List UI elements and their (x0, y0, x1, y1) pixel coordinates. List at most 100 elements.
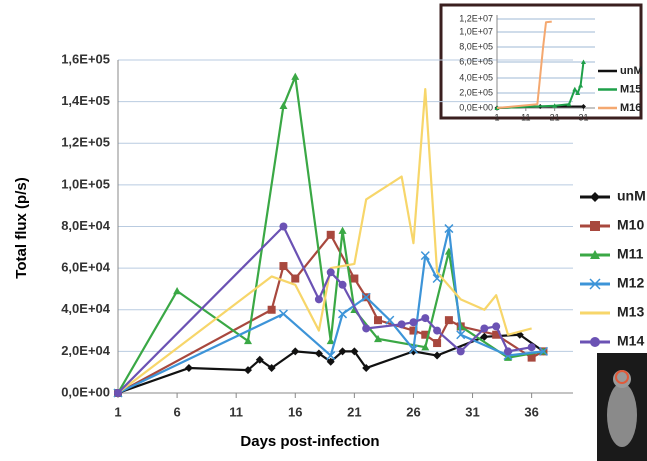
marker (589, 278, 601, 290)
inset-y-tick-label: 2,0E+05 (459, 87, 493, 97)
marker (580, 104, 586, 109)
marker (408, 344, 418, 354)
marker (444, 316, 453, 325)
marker (362, 364, 371, 373)
inset-y-tick-label: 1,2E+07 (459, 13, 493, 23)
y-tick-label: 0,0E+00 (61, 384, 110, 399)
marker (338, 347, 347, 356)
marker (291, 347, 300, 356)
x-tick-label: 21 (347, 404, 361, 419)
marker (456, 330, 466, 340)
marker (291, 72, 300, 80)
y-tick-label: 4,0E+04 (61, 301, 111, 316)
series-line (117, 233, 544, 394)
marker (492, 330, 501, 339)
y-tick-label: 1,0E+05 (61, 176, 110, 191)
marker (267, 305, 276, 314)
legend-label: M11 (617, 246, 644, 262)
marker (590, 250, 600, 259)
marker (374, 334, 382, 343)
marker (338, 280, 347, 289)
inset-x-tick-label: 1 (494, 112, 499, 122)
marker (578, 83, 584, 88)
x-tick-label: 16 (288, 404, 302, 419)
y-tick-label: 8,0E+04 (61, 218, 111, 233)
marker (480, 332, 489, 341)
series-line (117, 227, 544, 394)
inset-x-tick-label: 11 (521, 112, 530, 122)
marker (580, 59, 586, 64)
marker (326, 268, 335, 277)
mouse-body (607, 383, 637, 447)
marker (244, 336, 252, 345)
series-line (117, 88, 532, 394)
marker (492, 322, 501, 331)
marker (456, 347, 465, 356)
marker (538, 346, 548, 356)
marker (184, 364, 193, 373)
marker (480, 324, 489, 333)
inset-x-tick-label: 21 (550, 112, 560, 122)
marker (361, 292, 371, 302)
legend-label: M10 (617, 217, 644, 233)
marker (433, 326, 442, 335)
marker (409, 318, 418, 327)
inset-y-tick-label: 0,0E+00 (459, 102, 493, 112)
marker (575, 90, 581, 95)
marker (114, 389, 122, 397)
marker (552, 103, 558, 108)
marker (314, 295, 323, 304)
marker (173, 287, 182, 295)
marker (279, 101, 288, 109)
marker (572, 86, 578, 92)
x-tick-label: 1 (114, 404, 121, 419)
x-tick-label: 11 (229, 404, 243, 419)
marker (362, 324, 371, 333)
y-tick-label: 2,0E+04 (61, 343, 111, 358)
marker (244, 366, 252, 375)
marker (338, 226, 347, 234)
x-tick-label: 6 (173, 404, 180, 419)
legend-label: M14 (617, 333, 644, 349)
series-line (117, 333, 545, 395)
marker (527, 353, 536, 362)
marker (433, 339, 442, 348)
marker (278, 309, 288, 319)
inset-y-tick-label: 6,0E+05 (459, 56, 493, 66)
y-tick-label: 1,2E+05 (61, 135, 110, 150)
series-line (496, 20, 552, 109)
marker (326, 230, 335, 239)
marker (590, 337, 600, 347)
marker (291, 274, 300, 283)
marker (590, 192, 600, 202)
inset-y-tick-label: 8,0E+05 (459, 41, 493, 51)
marker (566, 101, 572, 107)
marker (279, 262, 288, 271)
x-tick-label: 31 (465, 404, 479, 419)
marker (590, 221, 600, 231)
y-tick-label: 6,0E+04 (61, 260, 111, 275)
x-axis-label: Days post-infection (240, 433, 379, 450)
marker (421, 330, 430, 339)
legend-label: unM (617, 188, 646, 204)
marker (326, 336, 335, 345)
marker (350, 347, 359, 356)
marker (409, 347, 418, 356)
y-axis-label: Total flux (p/s) (13, 177, 30, 278)
y-tick-label: 1,4E+05 (61, 93, 110, 108)
marker (350, 274, 359, 283)
y-tick-label: 1,6E+05 (61, 51, 110, 66)
marker (279, 222, 288, 231)
inset-y-tick-label: 1,0E+07 (459, 26, 493, 36)
marker (326, 351, 336, 361)
marker (255, 355, 264, 364)
marker (267, 364, 276, 373)
inset-y-tick-label: 4,0E+05 (459, 72, 493, 82)
legend-label: M12 (617, 275, 644, 291)
mouse-image (597, 353, 647, 461)
marker (433, 351, 442, 360)
marker (444, 224, 454, 234)
x-tick-label: 26 (406, 404, 420, 419)
inset-legend-label: M16 (620, 102, 641, 114)
